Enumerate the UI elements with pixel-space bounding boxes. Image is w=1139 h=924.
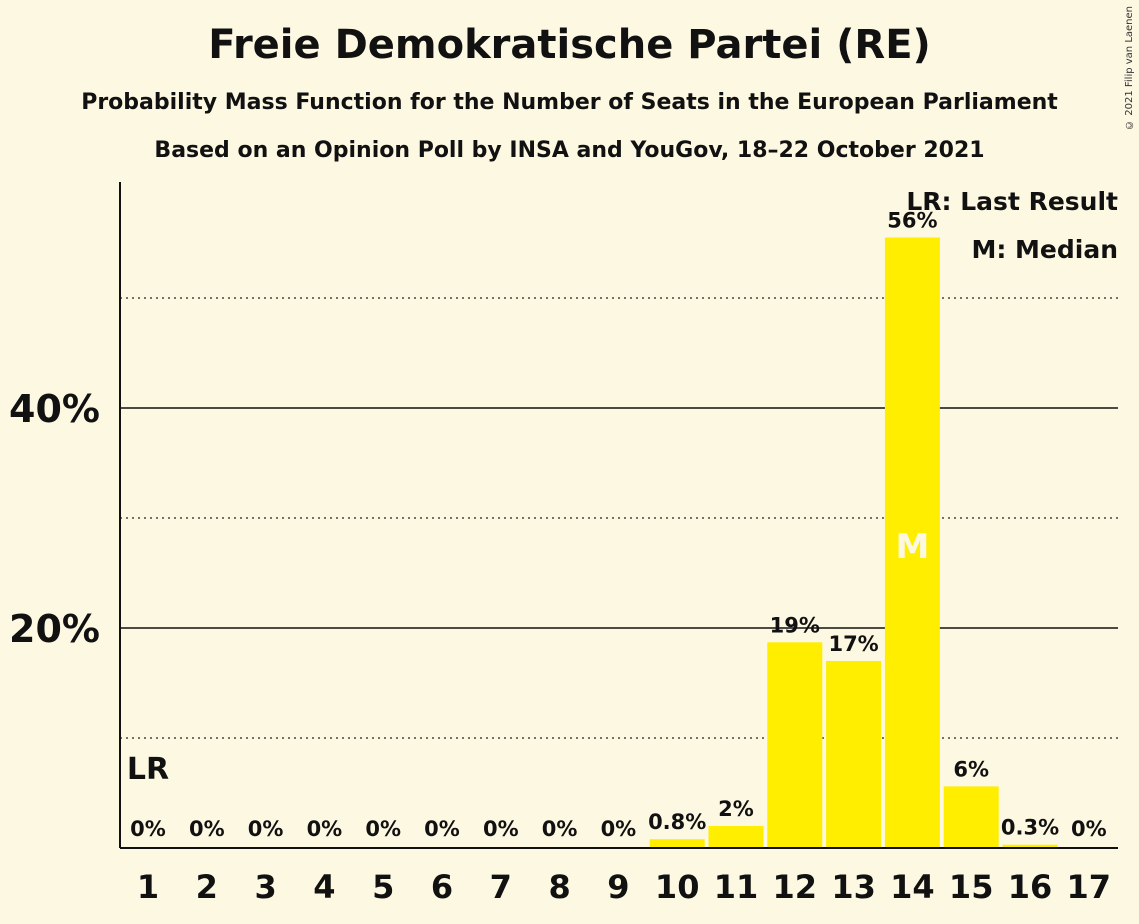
x-tick-label: 6 [431, 868, 453, 906]
x-tick-label: 2 [196, 868, 218, 906]
data-label: 0% [542, 817, 578, 841]
y-tick-label: 20% [9, 607, 100, 651]
data-label: 0% [601, 817, 637, 841]
x-tick-label: 15 [949, 868, 994, 906]
bar-seat-12 [767, 642, 823, 848]
last-result-marker: LR [127, 752, 169, 787]
data-label: 0% [307, 817, 343, 841]
data-label: 0% [483, 817, 519, 841]
y-axis-tick-labels: 20% 40% [9, 387, 100, 651]
legend-last-result: LR: Last Result [906, 187, 1118, 216]
x-tick-label: 13 [831, 868, 876, 906]
bar-seat-16 [1002, 844, 1058, 848]
bar-seat-15 [943, 786, 999, 848]
x-tick-label: 16 [1008, 868, 1053, 906]
data-label: 2% [718, 797, 754, 821]
x-tick-label: 7 [490, 868, 512, 906]
x-tick-label: 5 [372, 868, 394, 906]
x-tick-label: 11 [714, 868, 759, 906]
x-tick-label: 8 [548, 868, 570, 906]
x-axis-tick-labels: 1 2 3 4 5 6 7 8 9 10 11 12 13 14 15 16 17 [137, 868, 1111, 906]
x-tick-label: 3 [254, 868, 276, 906]
gridlines [120, 297, 1118, 739]
legend-median: M: Median [971, 235, 1118, 264]
data-label: 0.3% [1001, 816, 1059, 840]
bar-seat-14 [884, 237, 940, 848]
bars [649, 237, 1058, 848]
data-label: 19% [770, 613, 820, 637]
data-labels: 0% 0% 0% 0% 0% 0% 0% 0% 0% 0.8% 2% 19% 17% 56% 6% 0.3% 0… [127, 209, 1107, 842]
x-tick-label: 14 [890, 868, 935, 906]
y-tick-label: 40% [9, 387, 100, 431]
x-tick-label: 1 [137, 868, 159, 906]
x-tick-label: 4 [313, 868, 335, 906]
bar-seat-13 [826, 661, 882, 848]
data-label: 0.8% [648, 810, 706, 834]
data-label: 0% [248, 817, 284, 841]
x-tick-label: 17 [1067, 868, 1112, 906]
data-label: 56% [887, 209, 937, 233]
data-label: 0% [424, 817, 460, 841]
data-label: 6% [953, 757, 989, 781]
x-tick-label: 12 [773, 868, 818, 906]
chart-source-line: Based on an Opinion Poll by INSA and You… [154, 138, 985, 163]
chart-subtitle: Probability Mass Function for the Number… [81, 90, 1058, 115]
x-tick-label: 9 [607, 868, 629, 906]
data-label: 0% [365, 817, 401, 841]
median-marker: M [895, 527, 929, 567]
bar-seat-10 [649, 839, 705, 848]
data-label: 0% [189, 817, 225, 841]
chart-title: Freie Demokratische Partei (RE) [208, 22, 931, 68]
x-tick-label: 10 [655, 868, 700, 906]
data-label: 17% [828, 632, 878, 656]
data-label: 0% [1071, 817, 1107, 841]
data-label: 0% [130, 817, 166, 841]
bar-seat-11 [708, 826, 764, 848]
